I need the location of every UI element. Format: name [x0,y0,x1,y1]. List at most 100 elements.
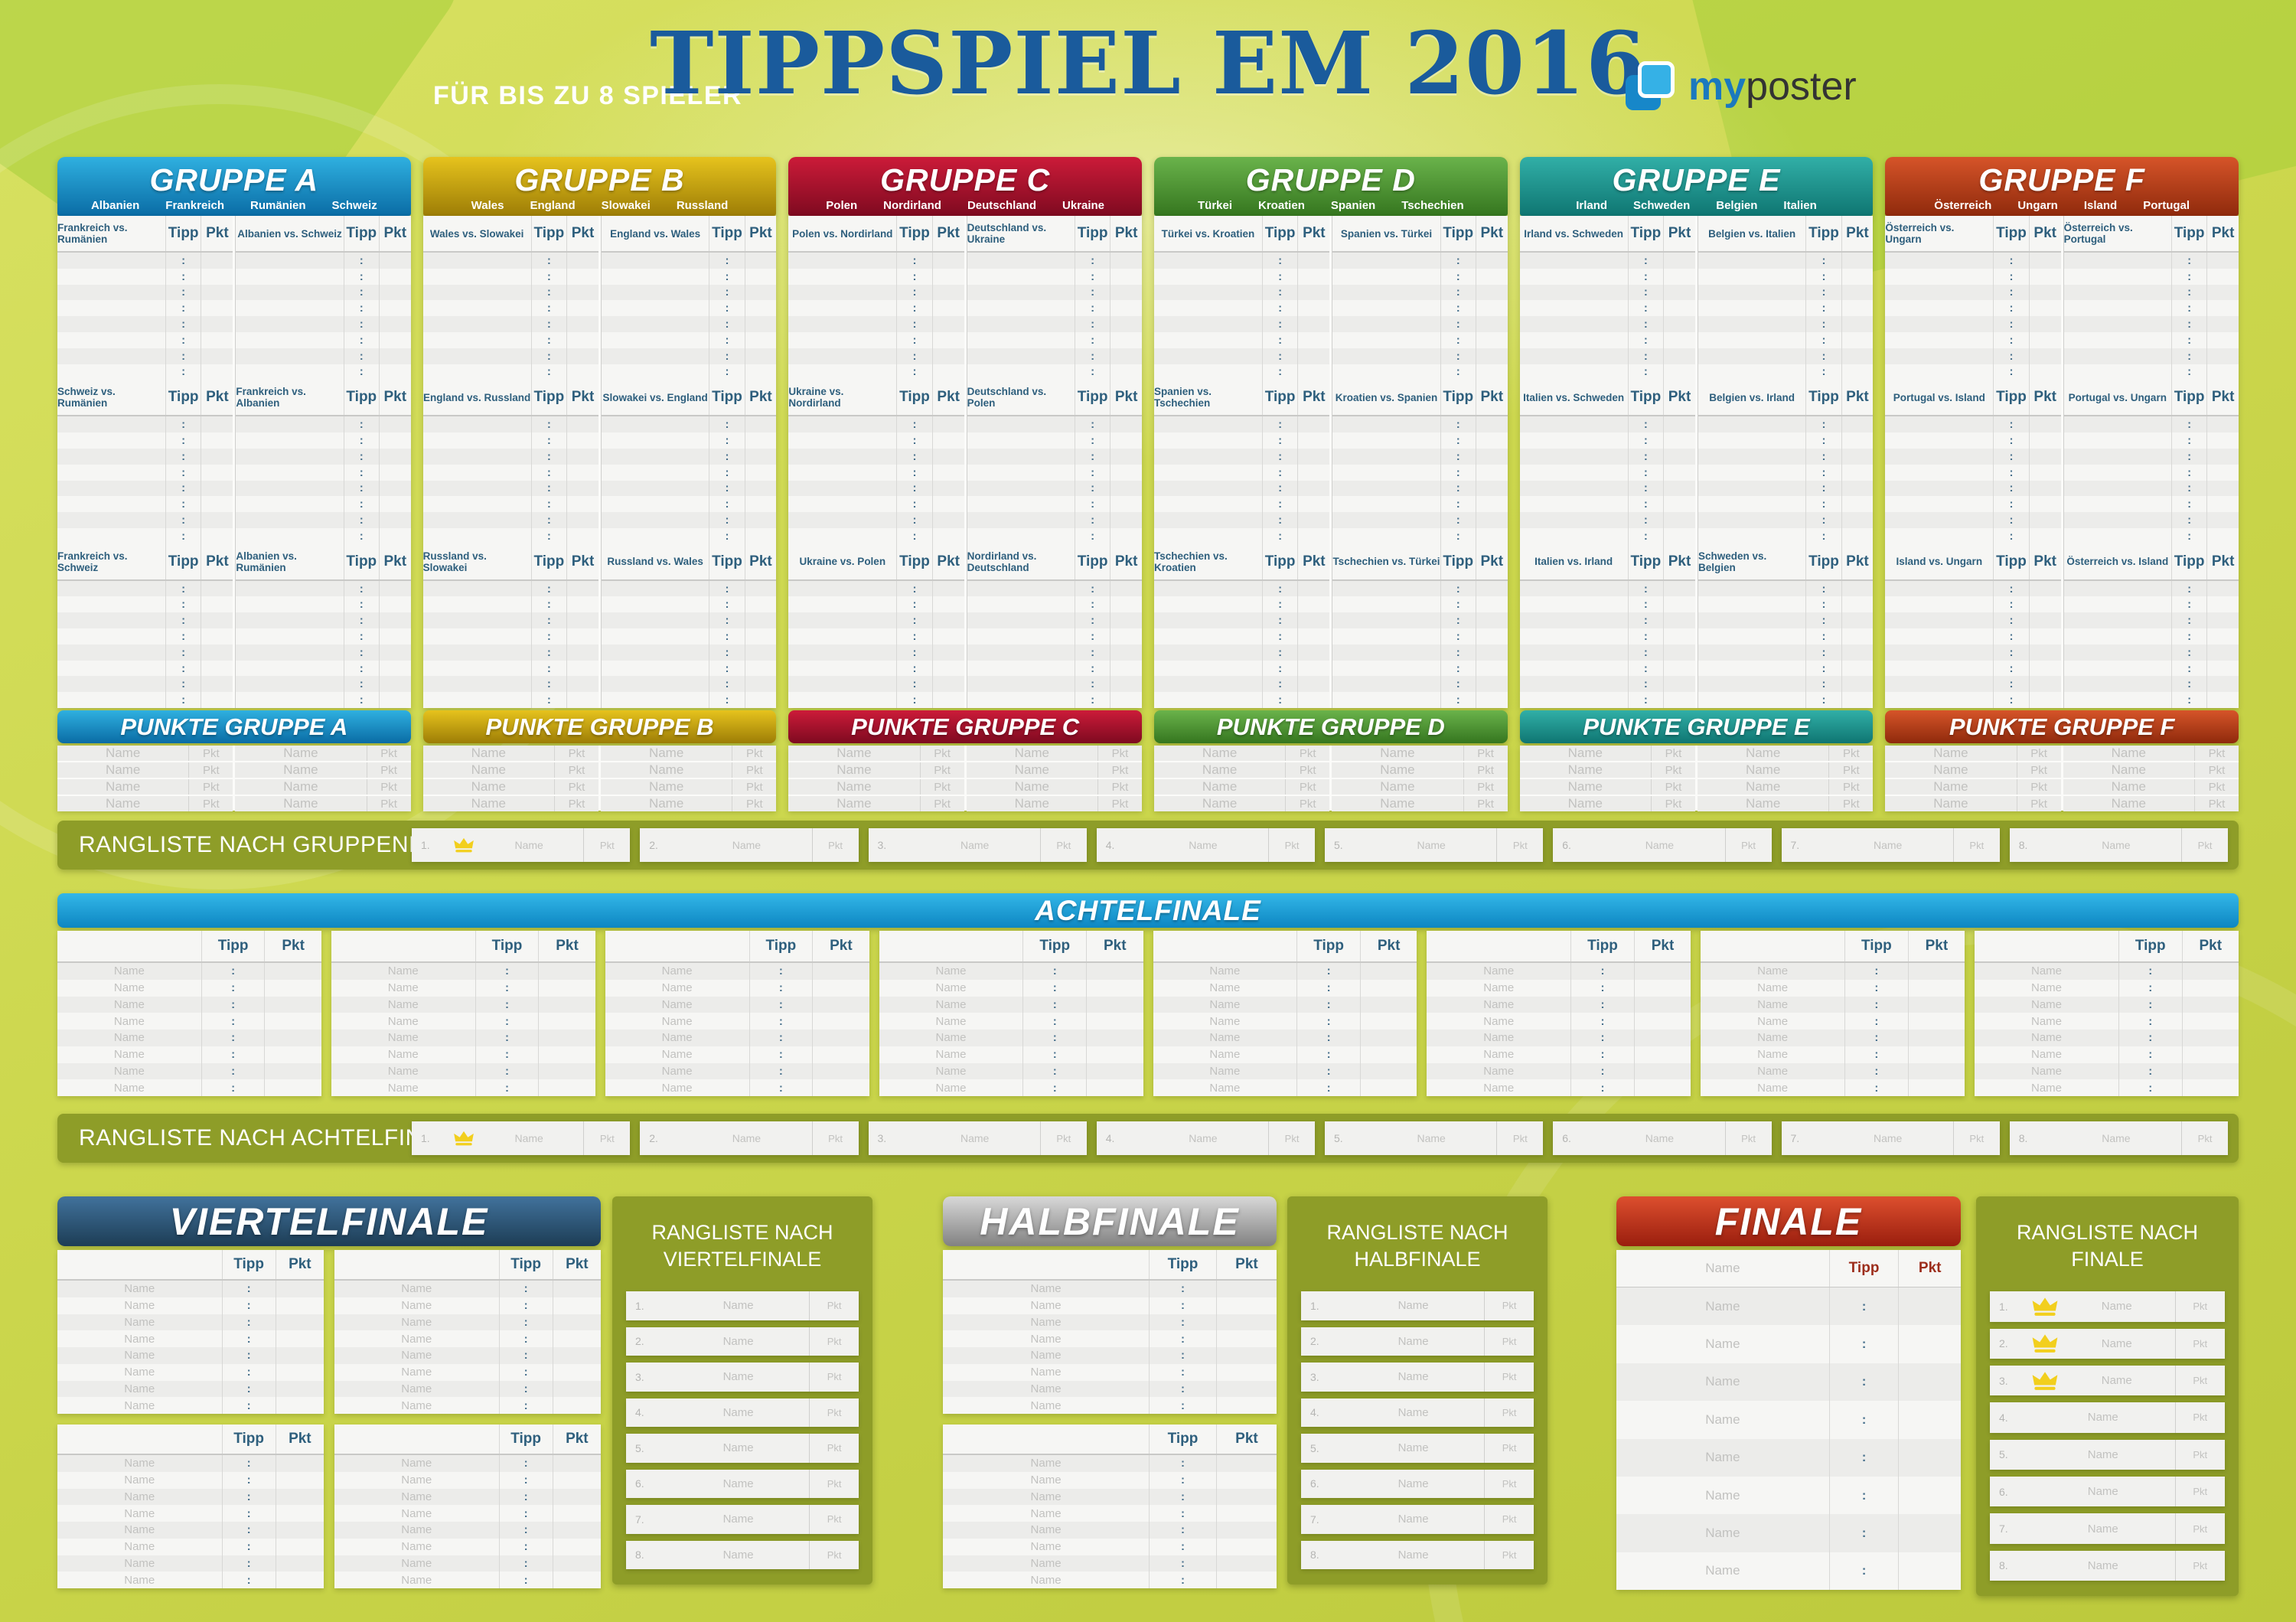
points-name-cell[interactable]: Name [1567,746,1603,760]
tipp-cell[interactable]: : [1261,628,1299,645]
rank-pkt-field[interactable]: Pkt [1496,828,1543,862]
points-pkt-cell[interactable]: Pkt [2193,779,2239,795]
pkt-cell[interactable] [745,512,777,528]
rank-name-field[interactable]: Name [1397,1548,1429,1562]
tipp-cell[interactable]: : [1440,628,1476,645]
points-name-cell[interactable]: Name [471,779,506,794]
tipp-cell[interactable]: : [1440,416,1476,433]
pkt-cell[interactable] [553,1381,601,1398]
name-cell[interactable]: Name [1030,1506,1062,1520]
tipp-cell[interactable]: : [709,612,745,629]
name-cell[interactable] [2064,628,2171,645]
tipp-cell[interactable]: : [343,527,380,544]
pkt-cell[interactable] [1298,449,1329,465]
tipp-cell[interactable]: : [709,527,745,544]
name-cell[interactable] [1520,481,1628,497]
pkt-cell[interactable] [265,1046,321,1063]
tipp-cell[interactable]: : [1440,480,1476,497]
name-cell[interactable] [1332,692,1440,708]
tipp-cell[interactable]: : [221,1347,276,1364]
tipp-cell[interactable]: : [165,527,202,544]
rank-name-field[interactable]: Name [1645,839,1675,851]
points-pkt-cell[interactable]: Pkt [553,779,598,795]
tipp-cell[interactable]: : [498,1455,553,1472]
pkt-cell[interactable] [1635,997,1691,1013]
name-cell[interactable]: Name [1030,1299,1062,1313]
pkt-cell[interactable] [933,596,964,612]
pkt-cell[interactable] [1298,581,1329,597]
rank-name-field[interactable]: Name [2087,1411,2118,1425]
pkt-cell[interactable] [539,1013,595,1030]
pkt-cell[interactable] [2207,692,2239,708]
points-pkt-cell[interactable]: Pkt [1285,762,1329,778]
name-cell[interactable]: Name [661,1031,693,1045]
pkt-cell[interactable] [1476,316,1508,332]
pkt-cell[interactable] [567,348,598,364]
pkt-cell[interactable] [1476,528,1508,544]
pkt-cell[interactable] [1110,332,1142,348]
name-cell[interactable]: Name [1483,1081,1515,1095]
tipp-cell[interactable]: : [1261,612,1299,629]
name-cell[interactable] [1154,581,1262,597]
tipp-cell[interactable]: : [343,692,380,709]
name-cell[interactable] [602,253,709,269]
name-cell[interactable] [57,512,165,528]
pkt-cell[interactable] [553,1539,601,1555]
tipp-cell[interactable]: : [748,979,814,997]
pkt-cell[interactable] [1664,628,1695,645]
tipp-cell[interactable]: : [343,512,380,528]
name-cell[interactable] [602,628,709,645]
rank-box-8[interactable]: 8. Name Pkt [1990,1550,2225,1581]
tipp-cell[interactable]: : [2170,644,2208,661]
tipp-cell[interactable]: : [1805,496,1842,513]
tipp-cell[interactable]: : [1296,1062,1361,1080]
pkt-cell[interactable] [567,661,598,677]
tipp-cell[interactable]: : [530,628,568,645]
pkt-cell[interactable] [1899,1401,1961,1438]
name-cell[interactable] [1885,512,1993,528]
rank-box-3[interactable]: 3. Name Pkt [1301,1363,1534,1392]
pkt-cell[interactable] [1110,512,1142,528]
tipp-cell[interactable]: : [475,963,540,980]
points-name-cell[interactable]: Name [648,762,684,777]
tipp-cell[interactable]: : [709,496,745,513]
tipp-cell[interactable]: : [1627,527,1665,544]
name-cell[interactable] [967,316,1075,332]
pkt-cell[interactable] [2030,269,2061,285]
pkt-cell[interactable] [745,465,777,481]
pkt-cell[interactable] [567,628,598,645]
tipp-cell[interactable]: : [896,480,933,497]
tipp-cell[interactable]: : [475,1062,540,1080]
name-cell[interactable] [788,285,896,301]
tipp-cell[interactable]: : [1805,676,1842,693]
tipp-cell[interactable]: : [1993,676,2030,693]
tipp-cell[interactable]: : [1440,284,1476,301]
pkt-cell[interactable] [553,1347,601,1364]
tipp-cell[interactable]: : [165,331,202,348]
name-cell[interactable] [1520,512,1628,528]
name-cell[interactable] [1154,612,1262,628]
rank-name-field[interactable]: Name [1397,1477,1429,1490]
pkt-cell[interactable] [1298,348,1329,364]
pkt-cell[interactable] [1110,253,1142,269]
name-cell[interactable]: Name [1030,1332,1062,1346]
name-cell[interactable] [1332,416,1440,432]
points-name-cell[interactable]: Name [283,779,318,794]
pkt-cell[interactable] [2183,1030,2239,1046]
rank-name-field[interactable]: Name [514,839,543,851]
name-cell[interactable] [1332,596,1440,612]
pkt-cell[interactable] [2207,300,2239,316]
tipp-cell[interactable]: : [498,1522,553,1539]
tipp-cell[interactable]: : [2118,996,2183,1013]
points-pkt-cell[interactable]: Pkt [2016,779,2061,795]
name-cell[interactable] [1154,496,1262,512]
pkt-cell[interactable] [201,432,233,449]
pkt-cell[interactable] [745,612,777,628]
pkt-cell[interactable] [1217,1330,1277,1347]
pkt-cell[interactable] [380,269,411,285]
tipp-cell[interactable]: : [709,316,745,332]
pkt-cell[interactable] [933,300,964,316]
rank-box-1[interactable]: 1. Name Pkt [412,1121,631,1155]
tipp-cell[interactable]: : [1074,432,1111,449]
pkt-cell[interactable] [201,628,233,645]
